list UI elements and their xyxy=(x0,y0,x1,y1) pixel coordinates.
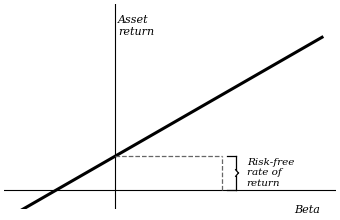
Text: Asset
return: Asset return xyxy=(118,15,154,37)
Text: Beta: Beta xyxy=(294,205,320,215)
Text: Risk-free
rate of
return: Risk-free rate of return xyxy=(247,158,294,188)
